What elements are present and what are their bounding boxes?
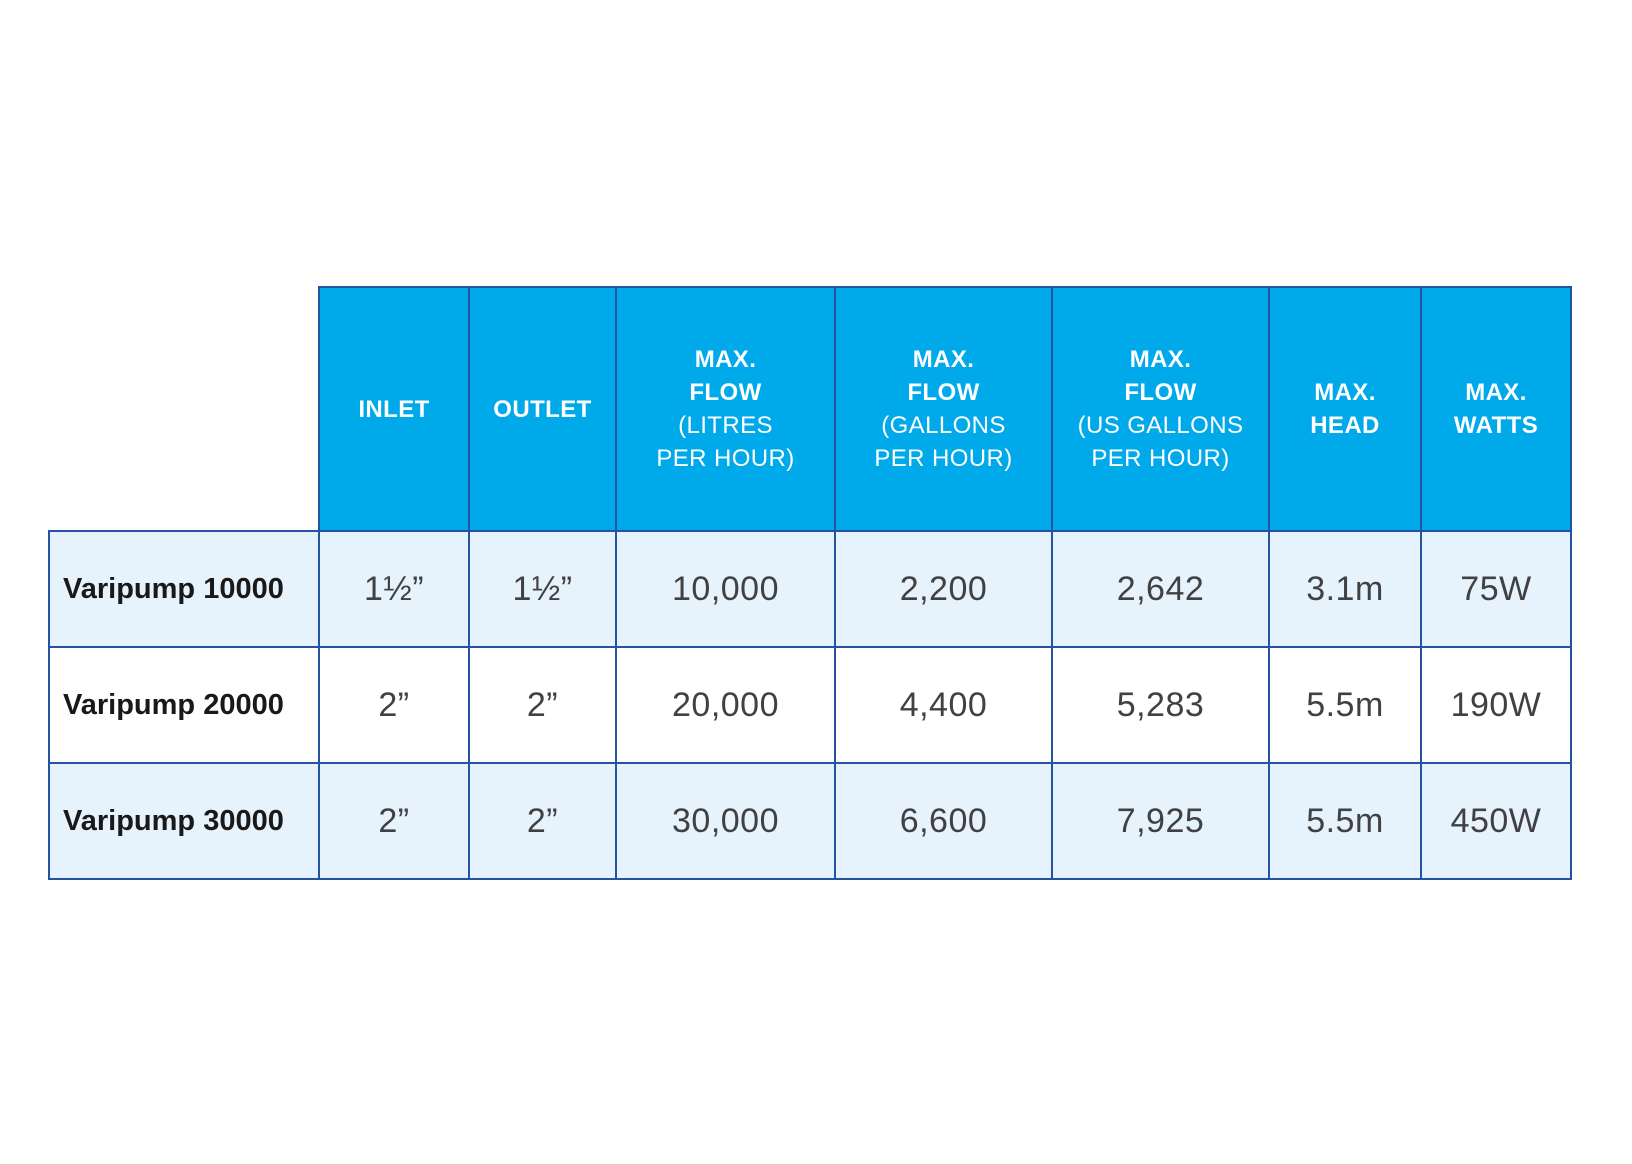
row-varipump-20000: Varipump 20000 2” 2” 20,000 4,400 5,283 … (48, 646, 1572, 764)
header-line: PER HOUR) (656, 445, 795, 472)
value-cell-max-head: 5.5m (1268, 646, 1422, 764)
header-line: HEAD (1310, 412, 1380, 439)
header-line: MAX. (1465, 379, 1527, 406)
value-cell-inlet: 1½” (318, 530, 470, 648)
value-cell-inlet: 2” (318, 646, 470, 764)
value-cell-max-head: 5.5m (1268, 762, 1422, 880)
header-line: FLOW (689, 379, 762, 406)
value-cell-outlet: 2” (468, 762, 617, 880)
value-cell-max-flow-gallons: 6,600 (834, 762, 1053, 880)
value-cell-outlet: 1½” (468, 530, 617, 648)
header-line: OUTLET (493, 395, 592, 423)
header-line: PER HOUR) (1091, 445, 1230, 472)
header-cell-outlet: OUTLET (468, 286, 617, 532)
value-cell-max-head: 3.1m (1268, 530, 1422, 648)
header-cell-max-flow-litres: MAX. FLOW (LITRES PER HOUR) (615, 286, 836, 532)
value-cell-max-flow-us-gallons: 5,283 (1051, 646, 1270, 764)
header-line: (GALLONS (881, 412, 1006, 439)
value-cell-max-watts: 190W (1420, 646, 1572, 764)
header-line: MAX. (694, 346, 757, 373)
row-label: Varipump 10000 (48, 530, 320, 648)
value-cell-max-flow-litres: 20,000 (615, 646, 836, 764)
header-line: INLET (358, 395, 430, 423)
header-cell-max-watts: MAX. WATTS (1420, 286, 1572, 532)
row-varipump-10000: Varipump 10000 1½” 1½” 10,000 2,200 2,64… (48, 530, 1572, 648)
header-line: (LITRES (678, 412, 773, 439)
header-line: FLOW (907, 379, 980, 406)
header-line: PER HOUR) (874, 445, 1013, 472)
value-cell-inlet: 2” (318, 762, 470, 880)
value-cell-max-flow-gallons: 2,200 (834, 530, 1053, 648)
value-cell-outlet: 2” (468, 646, 617, 764)
value-cell-max-flow-us-gallons: 7,925 (1051, 762, 1270, 880)
header-cell-max-flow-us-gallons: MAX. FLOW (US GALLONS PER HOUR) (1051, 286, 1270, 532)
header-line: (US GALLONS (1077, 412, 1244, 439)
pump-spec-table: INLET OUTLET MAX. FLOW (LITRES PER HOUR)… (48, 286, 1572, 880)
row-label: Varipump 20000 (48, 646, 320, 764)
value-cell-max-watts: 450W (1420, 762, 1572, 880)
header-line: FLOW (1124, 379, 1197, 406)
header-line: WATTS (1453, 412, 1539, 439)
header-cell-inlet: INLET (318, 286, 470, 532)
row-varipump-30000: Varipump 30000 2” 2” 30,000 6,600 7,925 … (48, 762, 1572, 880)
row-label: Varipump 30000 (48, 762, 320, 880)
header-line: MAX. (1314, 379, 1376, 406)
header-line: MAX. (912, 346, 975, 373)
header-line: MAX. (1129, 346, 1192, 373)
corner-spacer-cell (49, 287, 319, 531)
value-cell-max-watts: 75W (1420, 530, 1572, 648)
header-cell-max-flow-gallons: MAX. FLOW (GALLONS PER HOUR) (834, 286, 1053, 532)
value-cell-max-flow-litres: 10,000 (615, 530, 836, 648)
value-cell-max-flow-us-gallons: 2,642 (1051, 530, 1270, 648)
header-row: INLET OUTLET MAX. FLOW (LITRES PER HOUR)… (49, 286, 1572, 532)
value-cell-max-flow-litres: 30,000 (615, 762, 836, 880)
value-cell-max-flow-gallons: 4,400 (834, 646, 1053, 764)
header-cell-max-head: MAX. HEAD (1268, 286, 1422, 532)
